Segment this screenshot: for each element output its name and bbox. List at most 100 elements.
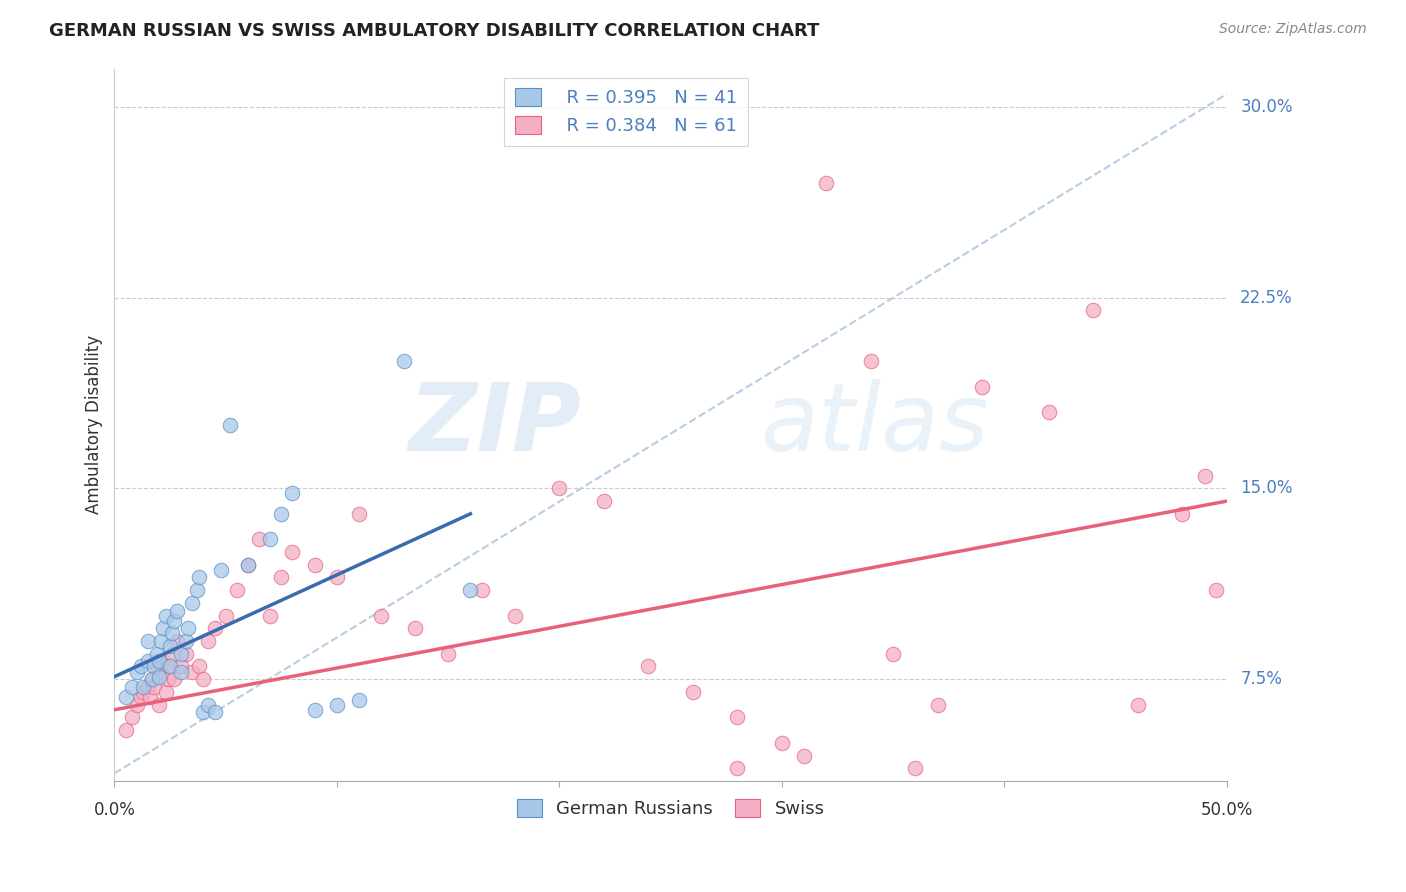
Point xyxy=(270,507,292,521)
Text: GERMAN RUSSIAN VS SWISS AMBULATORY DISABILITY CORRELATION CHART: GERMAN RUSSIAN VS SWISS AMBULATORY DISAB… xyxy=(49,22,820,40)
Point xyxy=(129,690,152,704)
Point xyxy=(326,698,349,712)
Point xyxy=(181,596,204,610)
Point xyxy=(370,608,392,623)
Point xyxy=(188,659,211,673)
Text: 7.5%: 7.5% xyxy=(1240,670,1282,689)
Point xyxy=(162,626,184,640)
Text: 0.0%: 0.0% xyxy=(93,801,135,820)
Point xyxy=(281,486,304,500)
Point xyxy=(793,748,815,763)
Point xyxy=(139,690,162,704)
Text: 50.0%: 50.0% xyxy=(1201,801,1253,820)
Legend: German Russians, Swiss: German Russians, Swiss xyxy=(509,792,832,825)
Point xyxy=(114,690,136,704)
Point xyxy=(197,634,219,648)
Point xyxy=(404,621,426,635)
Point xyxy=(114,723,136,738)
Point xyxy=(197,698,219,712)
Point xyxy=(136,634,159,648)
Point xyxy=(548,482,571,496)
Point xyxy=(159,659,181,673)
Point xyxy=(904,761,927,775)
Point xyxy=(148,654,170,668)
Point xyxy=(170,665,193,679)
Text: 22.5%: 22.5% xyxy=(1240,288,1294,307)
Point xyxy=(236,558,259,572)
Point xyxy=(163,614,186,628)
Point xyxy=(1205,583,1227,598)
Point xyxy=(163,672,186,686)
Point xyxy=(136,680,159,694)
Point xyxy=(193,672,215,686)
Point xyxy=(148,698,170,712)
Point xyxy=(150,634,173,648)
Text: ZIP: ZIP xyxy=(409,379,582,471)
Text: Source: ZipAtlas.com: Source: ZipAtlas.com xyxy=(1219,22,1367,37)
Point xyxy=(770,736,793,750)
Point xyxy=(637,659,659,673)
Point xyxy=(725,761,748,775)
Point xyxy=(326,570,349,584)
Point xyxy=(682,685,704,699)
Point xyxy=(270,570,292,584)
Point xyxy=(460,583,482,598)
Text: atlas: atlas xyxy=(759,379,988,470)
Point xyxy=(214,608,236,623)
Point xyxy=(143,659,166,673)
Point xyxy=(259,533,281,547)
Point xyxy=(209,563,232,577)
Point xyxy=(156,672,179,686)
Point xyxy=(188,570,211,584)
Point xyxy=(136,654,159,668)
Point xyxy=(859,354,882,368)
Point xyxy=(143,680,166,694)
Point xyxy=(145,659,167,673)
Point xyxy=(132,685,155,699)
Point xyxy=(132,680,155,694)
Point xyxy=(1126,698,1149,712)
Point xyxy=(1038,405,1060,419)
Point xyxy=(125,665,148,679)
Point xyxy=(170,659,193,673)
Point xyxy=(166,634,188,648)
Point xyxy=(141,672,163,686)
Point xyxy=(159,639,181,653)
Point xyxy=(259,608,281,623)
Point xyxy=(236,558,259,572)
Point xyxy=(347,692,370,706)
Point xyxy=(129,659,152,673)
Point xyxy=(725,710,748,724)
Point xyxy=(972,379,994,393)
Point xyxy=(503,608,526,623)
Point xyxy=(347,507,370,521)
Point xyxy=(815,176,838,190)
Point xyxy=(470,583,492,598)
Text: 30.0%: 30.0% xyxy=(1240,98,1292,116)
Point xyxy=(304,558,326,572)
Point xyxy=(155,685,177,699)
Point xyxy=(219,417,242,432)
Point xyxy=(141,672,163,686)
Point xyxy=(125,698,148,712)
Point xyxy=(927,698,949,712)
Point xyxy=(186,583,208,598)
Point xyxy=(121,680,143,694)
Point xyxy=(170,647,193,661)
Point xyxy=(166,603,188,617)
Point xyxy=(174,647,197,661)
Point xyxy=(148,670,170,684)
Point xyxy=(1171,507,1194,521)
Point xyxy=(247,533,270,547)
Point xyxy=(152,621,174,635)
Point xyxy=(1083,303,1105,318)
Point xyxy=(204,621,226,635)
Point xyxy=(1194,468,1216,483)
Point xyxy=(593,494,616,508)
Point xyxy=(437,647,460,661)
Point xyxy=(145,647,167,661)
Point xyxy=(304,703,326,717)
Point xyxy=(204,706,226,720)
Point xyxy=(177,621,200,635)
Point xyxy=(152,654,174,668)
